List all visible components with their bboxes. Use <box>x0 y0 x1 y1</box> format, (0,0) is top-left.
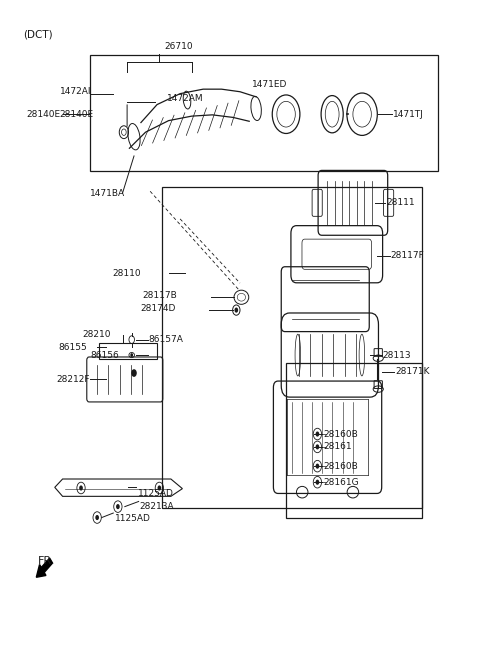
Text: 28160B: 28160B <box>323 462 358 471</box>
Bar <box>162 187 422 508</box>
Text: 28111: 28111 <box>386 198 415 207</box>
Text: 1471ED: 1471ED <box>252 80 288 88</box>
Text: 28117F: 28117F <box>391 251 424 260</box>
Circle shape <box>131 369 137 377</box>
Text: 28161G: 28161G <box>323 478 359 487</box>
Text: 28210: 28210 <box>83 330 111 339</box>
Text: 28110: 28110 <box>112 269 141 278</box>
Bar <box>90 55 438 171</box>
Circle shape <box>315 432 319 437</box>
Text: 86157A: 86157A <box>149 335 184 344</box>
Text: 1471TJ: 1471TJ <box>394 110 424 118</box>
Circle shape <box>79 486 83 490</box>
Bar <box>286 363 422 518</box>
Text: 28160B: 28160B <box>323 429 358 439</box>
Text: 1125AD: 1125AD <box>115 514 151 523</box>
Circle shape <box>157 486 161 490</box>
Text: 28213A: 28213A <box>140 502 174 511</box>
Text: 28171K: 28171K <box>396 367 430 376</box>
Text: 86155: 86155 <box>58 343 87 352</box>
Text: 28174D: 28174D <box>140 304 176 313</box>
Text: 28161: 28161 <box>323 442 351 452</box>
Text: 1125AD: 1125AD <box>138 489 174 498</box>
Text: 1472AI: 1472AI <box>60 87 92 96</box>
Text: 28140E: 28140E <box>26 110 60 118</box>
Text: 86156: 86156 <box>91 351 119 359</box>
Text: 28212F: 28212F <box>57 375 90 384</box>
Text: FR.: FR. <box>38 555 56 565</box>
Circle shape <box>131 353 133 357</box>
Text: 26710: 26710 <box>164 41 192 51</box>
Text: 28117B: 28117B <box>142 292 177 300</box>
Circle shape <box>116 504 120 509</box>
Circle shape <box>315 480 319 485</box>
Text: (DCT): (DCT) <box>24 29 53 39</box>
Text: 28140E: 28140E <box>59 110 93 118</box>
Text: 1472AM: 1472AM <box>167 94 204 102</box>
Circle shape <box>96 515 99 520</box>
Circle shape <box>315 444 319 450</box>
Circle shape <box>315 464 319 469</box>
Circle shape <box>234 308 238 312</box>
Text: 1471BA: 1471BA <box>90 189 125 198</box>
FancyArrow shape <box>36 558 52 577</box>
Text: 28113: 28113 <box>383 351 411 359</box>
